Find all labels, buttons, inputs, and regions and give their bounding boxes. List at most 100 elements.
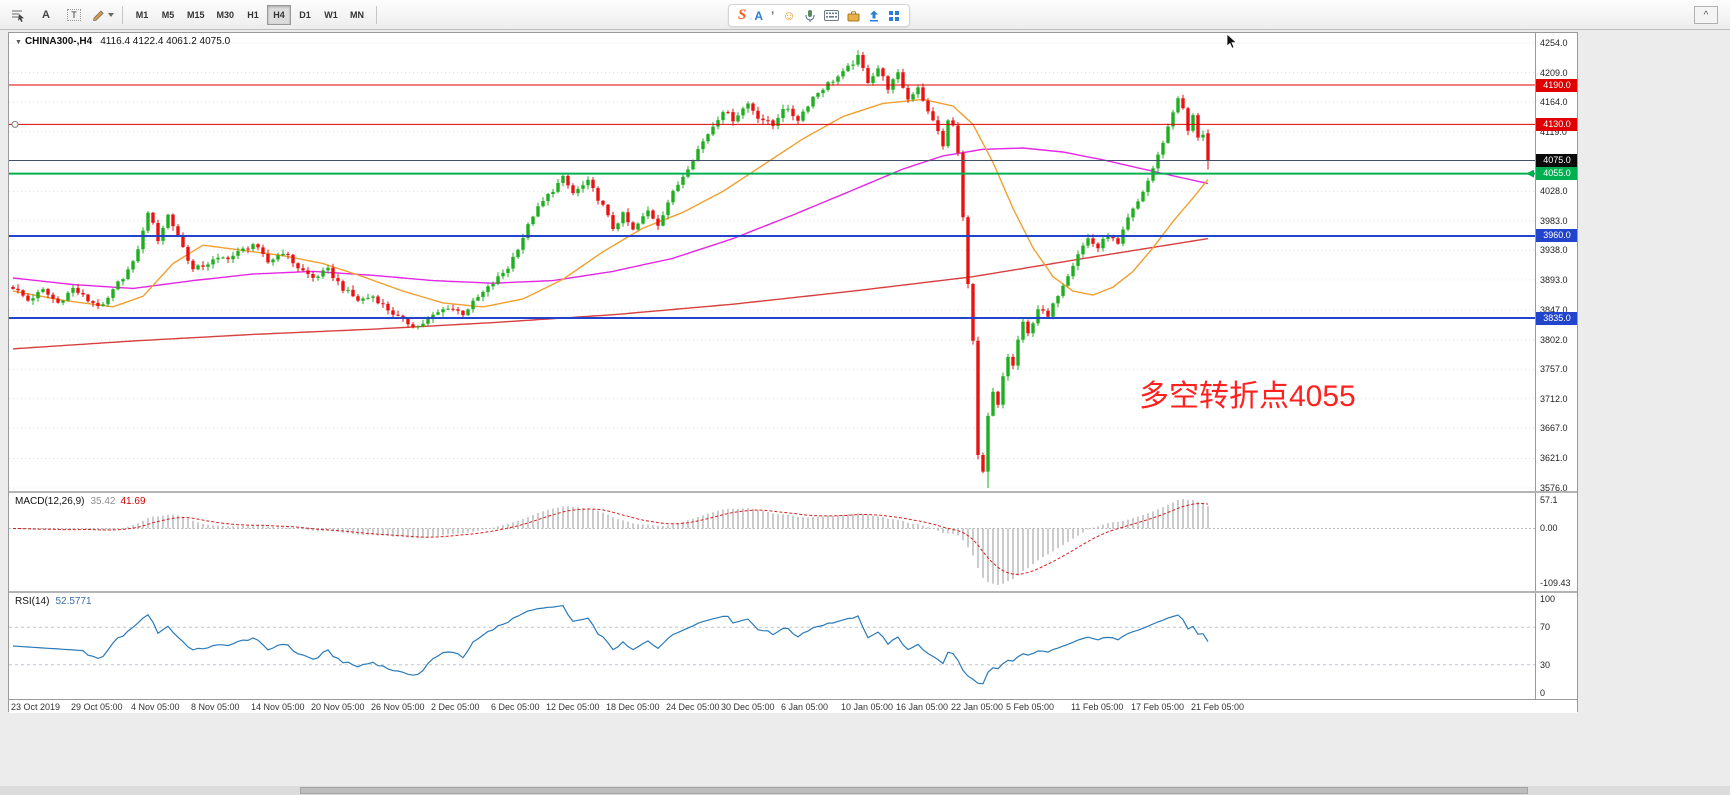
punctuation-icon[interactable]: ’	[771, 8, 775, 23]
expander-icon[interactable]: ▼	[15, 39, 22, 46]
x-axis-label: 21 Feb 05:00	[1191, 702, 1245, 712]
horizontal-scrollbar[interactable]	[0, 786, 1730, 795]
keyboard-icon[interactable]	[823, 10, 839, 21]
toolbar-collapse-button[interactable]: ^	[1694, 6, 1718, 24]
chart-tools-button[interactable]	[5, 4, 31, 26]
x-axis-label: 18 Dec 05:00	[606, 702, 660, 712]
y-axis-tick: 3983.0	[1540, 215, 1568, 226]
rsi-scale-label: 70	[1540, 622, 1551, 633]
x-axis-label: 20 Nov 05:00	[311, 702, 365, 712]
x-axis-label: 30 Dec 05:00	[721, 702, 775, 712]
timeframe-H1[interactable]: H1	[247, 9, 259, 20]
up-candle-wicks	[32, 50, 1204, 488]
up-candle-bodies	[31, 55, 1205, 472]
text-tool-button[interactable]: T	[61, 4, 87, 26]
y-axis-tick: 3938.0	[1540, 245, 1568, 256]
green-line-arrow-marker	[1526, 169, 1534, 178]
x-axis-label: 22 Jan 05:00	[951, 702, 1004, 712]
ma-medium-magenta	[12, 147, 1209, 290]
timeframe-MN[interactable]: MN	[350, 9, 365, 20]
x-axis-label: 4 Nov 05:00	[131, 702, 180, 712]
timeframe-D1[interactable]: D1	[299, 9, 311, 20]
emoji-icon[interactable]: ☺	[782, 8, 796, 23]
x-axis-label: 26 Nov 05:00	[371, 702, 425, 712]
rsi-scale-label: 30	[1540, 659, 1551, 670]
timeframe-M5[interactable]: M5	[161, 9, 175, 20]
chart-symbol: CHINA300-,H4	[24, 36, 93, 47]
x-axis-label: 5 Feb 05:00	[1006, 702, 1055, 712]
down-candle-bodies	[11, 55, 1210, 472]
macd-scale: 57.1 0.00 -109.43	[1535, 493, 1577, 591]
rsi-scale-label: 0	[1540, 688, 1546, 698]
x-axis-label: 12 Dec 05:00	[546, 702, 600, 712]
macd-scale-label: 0.00	[1540, 523, 1558, 534]
x-axis-label: 16 Jan 05:00	[896, 702, 949, 712]
draw-tool-button[interactable]	[89, 4, 115, 26]
rsi-canvas[interactable]	[9, 593, 1535, 699]
rsi-scale: 100 70 30 0	[1535, 593, 1577, 699]
y-axis-tick: 4254.0	[1540, 38, 1568, 48]
macd-title: MACD(12,26,9)	[15, 496, 85, 507]
macd-scale-label: -109.43	[1540, 578, 1571, 588]
y-axis-tick: 3893.0	[1540, 274, 1568, 285]
x-axis-label: 2 Dec 05:00	[431, 702, 480, 712]
y-axis-tick: 3847.0	[1540, 305, 1568, 316]
macd-signal-line	[13, 502, 1209, 575]
y-axis-tick: 3757.0	[1540, 364, 1568, 375]
timeframe-group: M1 M5 M15 M30 H1 H4 D1 W1 MN	[129, 4, 370, 25]
pane-splitter[interactable]	[9, 591, 1577, 593]
chart-title: ▼ CHINA300-,H4 4116.4 4122.4 4061.2 4075.0	[15, 36, 230, 47]
y-axis-tick: 3576.0	[1540, 483, 1568, 491]
chart-window: ▼ CHINA300-,H4 4116.4 4122.4 4061.2 4075.0…	[8, 32, 1578, 713]
rsi-pane: RSI(14) 52.5771 100 70 30 0	[9, 593, 1577, 699]
timeframe-M30[interactable]: M30	[216, 9, 235, 20]
scrollbar-thumb[interactable]	[300, 787, 1528, 794]
timeframe-H4[interactable]: H4	[267, 4, 292, 25]
price-pane: ▼ CHINA300-,H4 4116.4 4122.4 4061.2 4075.0…	[9, 33, 1577, 491]
time-axis[interactable]: 23 Oct 2019 29 Oct 05:00 4 Nov 05:00 8 Nov …	[9, 699, 1577, 713]
input-mode-icon[interactable]: A	[754, 8, 764, 23]
toolbox-icon[interactable]	[847, 10, 860, 22]
dropdown-arrow-icon	[107, 12, 114, 17]
x-axis-label: 8 Nov 05:00	[191, 702, 240, 712]
trend-annotation: 多空转折点4055	[1139, 380, 1356, 413]
x-axis-label: 14 Nov 05:00	[251, 702, 305, 712]
price-chart-canvas[interactable]	[9, 33, 1535, 491]
price-scale: 4254.0 4209.0 4164.0 4119.0 4028.0 3983.0 3938…	[1535, 33, 1577, 491]
grid-lines	[9, 42, 1535, 489]
x-axis-label: 29 Oct 05:00	[71, 702, 123, 712]
current-price-tag: 4075.0	[1536, 153, 1577, 167]
share-up-icon[interactable]	[868, 10, 880, 22]
macd-main-value: 35.42	[90, 496, 116, 507]
macd-scale-label: 57.1	[1540, 495, 1558, 505]
y-axis-tick: 4164.0	[1540, 97, 1568, 108]
y-axis-tick: 4209.0	[1540, 67, 1568, 78]
macd-canvas[interactable]	[9, 493, 1535, 591]
pencil-icon	[92, 10, 104, 22]
apps-grid-icon[interactable]	[888, 10, 900, 22]
macd-signal-value: 41.69	[120, 496, 146, 507]
sogou-logo-icon[interactable]: S	[738, 7, 747, 23]
x-axis-label: 6 Jan 05:00	[781, 702, 829, 712]
microphone-icon[interactable]	[804, 9, 816, 23]
x-axis-label: 6 Dec 05:00	[491, 702, 540, 712]
macd-histogram	[17, 499, 1209, 585]
price-tag-4055.0: 4055.0	[1536, 167, 1577, 181]
text-tool-icon: T	[67, 8, 81, 21]
timeframe-W1[interactable]: W1	[324, 9, 338, 20]
ma-fast-orange	[12, 98, 1209, 308]
timeframe-M15[interactable]: M15	[187, 9, 205, 20]
x-axis-label: 17 Feb 05:00	[1131, 702, 1185, 712]
chart-tools-icon	[12, 10, 24, 22]
y-axis-tick: 4119.0	[1540, 126, 1567, 137]
macd-title-row: MACD(12,26,9) 35.42 41.69	[15, 496, 146, 507]
line-anchor-marker[interactable]	[11, 120, 19, 128]
ime-toolbar: S A ’ ☺	[728, 4, 910, 27]
rsi-line	[12, 605, 1209, 685]
rsi-title: RSI(14)	[15, 596, 50, 607]
annotation-tool-icon: A	[42, 8, 50, 21]
timeframe-M1[interactable]: M1	[135, 9, 149, 20]
pane-splitter[interactable]	[9, 491, 1577, 493]
annotation-tool-button[interactable]: A	[33, 4, 59, 26]
